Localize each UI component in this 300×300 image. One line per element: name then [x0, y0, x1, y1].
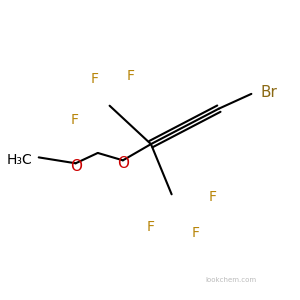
Text: lookchem.com: lookchem.com — [205, 277, 256, 283]
Text: F: F — [147, 220, 155, 234]
Text: O: O — [70, 159, 82, 174]
Text: Br: Br — [260, 85, 277, 100]
Text: F: F — [126, 69, 134, 83]
Text: F: F — [191, 226, 199, 240]
Text: F: F — [91, 72, 99, 86]
Text: F: F — [70, 113, 78, 128]
Text: H₃C: H₃C — [7, 153, 33, 167]
Text: F: F — [209, 190, 217, 204]
Text: O: O — [117, 156, 129, 171]
